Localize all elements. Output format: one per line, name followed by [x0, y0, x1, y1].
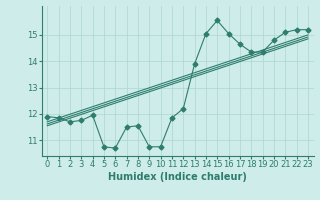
X-axis label: Humidex (Indice chaleur): Humidex (Indice chaleur) — [108, 172, 247, 182]
